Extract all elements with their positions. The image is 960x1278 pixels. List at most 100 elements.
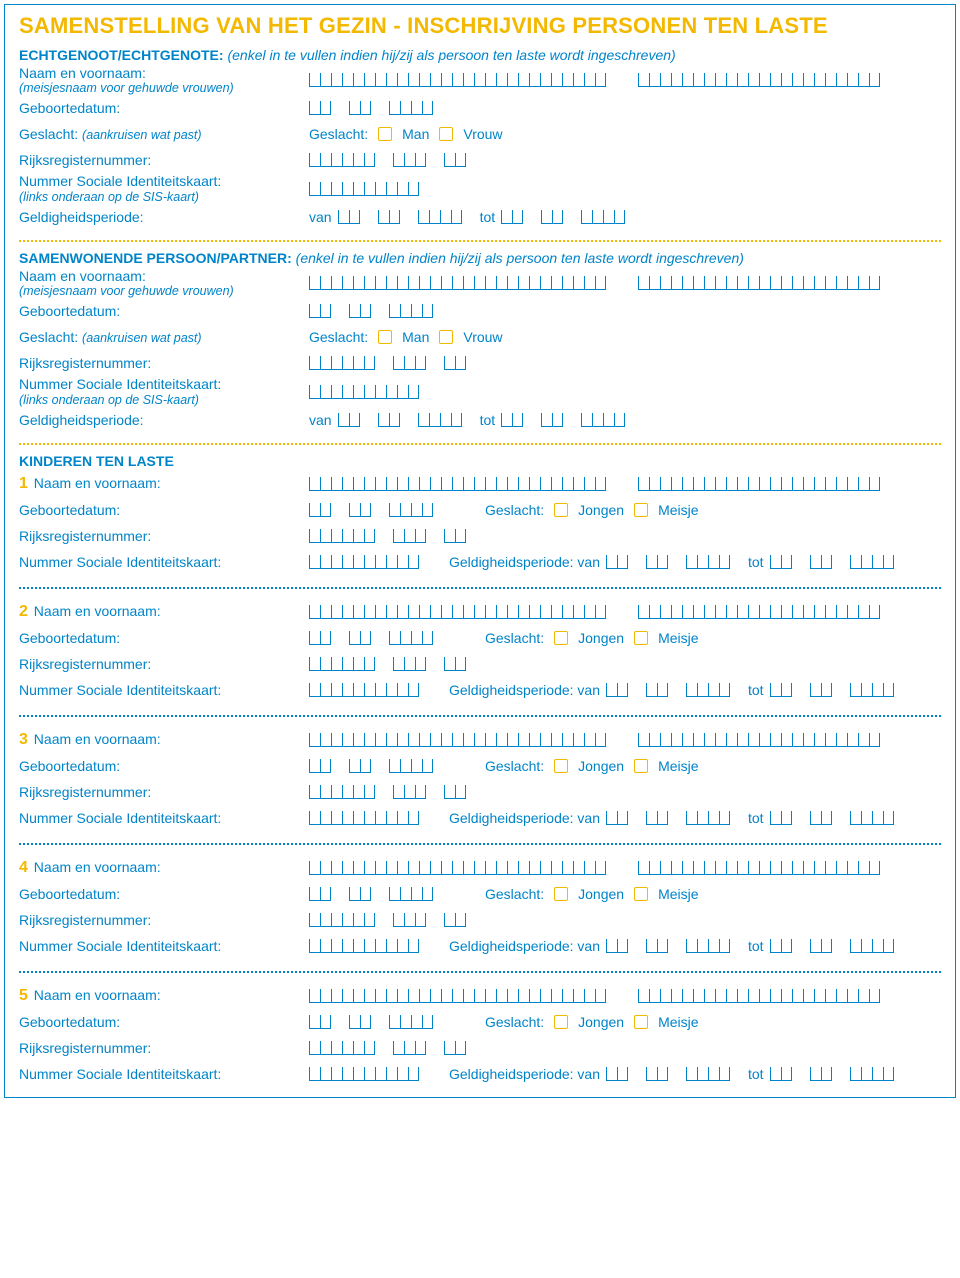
input-dob-m[interactable] [349,101,371,115]
input-tot-d[interactable] [770,555,792,569]
input-rrn-3[interactable] [444,785,466,799]
checkbox-vrouw[interactable] [439,330,453,344]
input-dob-y[interactable] [389,101,433,115]
input-tot-y[interactable] [850,939,894,953]
input-rrn-3[interactable] [444,1041,466,1055]
input-dob-m[interactable] [349,304,371,318]
input-firstname[interactable] [638,733,880,747]
input-sis[interactable] [309,385,419,399]
input-tot-y[interactable] [581,413,625,427]
input-tot-m[interactable] [541,210,563,224]
input-van-d[interactable] [606,683,628,697]
input-tot-m[interactable] [810,555,832,569]
input-tot-m[interactable] [810,683,832,697]
input-dob-d[interactable] [309,101,331,115]
input-surname[interactable] [309,989,606,1003]
input-rrn-1[interactable] [309,529,375,543]
checkbox-meisje[interactable] [634,631,648,645]
input-rrn-3[interactable] [444,356,466,370]
input-van-d[interactable] [338,413,360,427]
input-dob-y[interactable] [389,631,433,645]
input-rrn-2[interactable] [393,913,426,927]
input-tot-m[interactable] [810,811,832,825]
input-dob-y[interactable] [389,304,433,318]
checkbox-man[interactable] [378,330,392,344]
input-van-y[interactable] [686,939,730,953]
checkbox-meisje[interactable] [634,759,648,773]
input-rrn-2[interactable] [393,785,426,799]
input-rrn-3[interactable] [444,153,466,167]
input-surname[interactable] [309,276,606,290]
input-surname[interactable] [309,605,606,619]
input-van-m[interactable] [378,413,400,427]
checkbox-vrouw[interactable] [439,127,453,141]
input-tot-m[interactable] [810,1067,832,1081]
input-van-y[interactable] [686,1067,730,1081]
input-tot-y[interactable] [850,683,894,697]
checkbox-jongen[interactable] [554,631,568,645]
input-van-m[interactable] [646,683,668,697]
input-sis[interactable] [309,811,419,825]
checkbox-man[interactable] [378,127,392,141]
input-rrn-1[interactable] [309,356,375,370]
input-dob-d[interactable] [309,887,331,901]
input-firstname[interactable] [638,861,880,875]
input-sis[interactable] [309,182,419,196]
input-van-y[interactable] [686,683,730,697]
input-firstname[interactable] [638,989,880,1003]
input-tot-d[interactable] [770,1067,792,1081]
input-sis[interactable] [309,939,419,953]
input-van-d[interactable] [606,1067,628,1081]
input-tot-d[interactable] [501,210,523,224]
input-firstname[interactable] [638,477,880,491]
input-sis[interactable] [309,555,419,569]
input-rrn-2[interactable] [393,1041,426,1055]
input-van-m[interactable] [378,210,400,224]
input-van-m[interactable] [646,1067,668,1081]
input-van-m[interactable] [646,555,668,569]
input-firstname[interactable] [638,605,880,619]
input-dob-d[interactable] [309,304,331,318]
input-dob-m[interactable] [349,503,371,517]
checkbox-meisje[interactable] [634,503,648,517]
input-rrn-3[interactable] [444,657,466,671]
input-dob-d[interactable] [309,503,331,517]
input-dob-d[interactable] [309,759,331,773]
input-dob-d[interactable] [309,1015,331,1029]
input-rrn-3[interactable] [444,913,466,927]
input-van-y[interactable] [418,210,462,224]
checkbox-meisje[interactable] [634,887,648,901]
input-van-y[interactable] [686,811,730,825]
input-surname[interactable] [309,861,606,875]
input-rrn-2[interactable] [393,657,426,671]
input-surname[interactable] [309,477,606,491]
input-rrn-2[interactable] [393,356,426,370]
input-rrn-1[interactable] [309,657,375,671]
checkbox-jongen[interactable] [554,503,568,517]
input-rrn-1[interactable] [309,913,375,927]
input-van-d[interactable] [606,811,628,825]
input-tot-d[interactable] [770,939,792,953]
input-tot-y[interactable] [850,555,894,569]
input-firstname[interactable] [638,73,880,87]
input-tot-y[interactable] [850,1067,894,1081]
input-surname[interactable] [309,73,606,87]
input-dob-d[interactable] [309,631,331,645]
input-rrn-3[interactable] [444,529,466,543]
input-dob-m[interactable] [349,631,371,645]
input-van-d[interactable] [606,939,628,953]
input-rrn-1[interactable] [309,785,375,799]
input-rrn-1[interactable] [309,1041,375,1055]
input-tot-m[interactable] [810,939,832,953]
input-dob-y[interactable] [389,1015,433,1029]
input-firstname[interactable] [638,276,880,290]
input-rrn-2[interactable] [393,153,426,167]
input-tot-y[interactable] [850,811,894,825]
input-dob-y[interactable] [389,503,433,517]
input-van-y[interactable] [686,555,730,569]
input-tot-d[interactable] [501,413,523,427]
input-van-d[interactable] [606,555,628,569]
input-surname[interactable] [309,733,606,747]
input-tot-m[interactable] [541,413,563,427]
input-rrn-2[interactable] [393,529,426,543]
